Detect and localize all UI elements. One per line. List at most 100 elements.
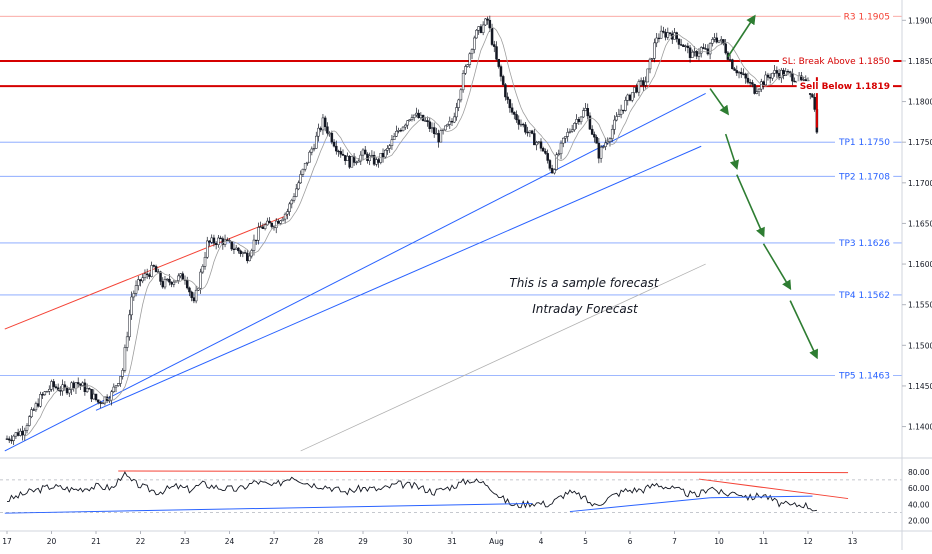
candle-body xyxy=(321,117,325,131)
candle-body xyxy=(488,19,492,29)
candle-body xyxy=(241,252,245,254)
candle-body xyxy=(753,84,756,94)
candle-body xyxy=(626,94,630,101)
candle-body xyxy=(773,70,776,74)
candle-body xyxy=(711,39,714,44)
candle-body xyxy=(159,271,162,282)
candle-body xyxy=(217,237,220,245)
candle-body xyxy=(201,265,205,273)
price-tick-label: 1.18500 xyxy=(908,57,932,66)
candle-body xyxy=(266,220,269,226)
candle-body xyxy=(50,381,53,390)
candle-body xyxy=(317,127,320,137)
candle-body xyxy=(261,226,265,229)
level-label: Sell Below 1.1819 xyxy=(800,82,890,92)
candle-body xyxy=(279,220,282,224)
candle-body xyxy=(226,239,229,241)
candle-body xyxy=(766,74,770,78)
price-tick-label: 1.18000 xyxy=(908,98,932,107)
candle-body xyxy=(130,296,133,316)
candle-body xyxy=(461,73,465,91)
candle-body xyxy=(742,73,745,75)
candle-body xyxy=(48,388,51,392)
candle-body xyxy=(63,384,67,388)
candle-body xyxy=(813,96,816,110)
candle-body xyxy=(744,73,747,79)
candle-body xyxy=(85,388,89,392)
level-label: SL: Break Above 1.1850 xyxy=(782,57,890,67)
forecast-arrow xyxy=(789,300,818,360)
candle-body xyxy=(804,79,808,82)
level-label-bg xyxy=(834,370,893,383)
candle-body xyxy=(775,70,779,74)
candle-body xyxy=(786,70,790,73)
candle-body xyxy=(417,112,420,119)
candle-body xyxy=(588,115,592,130)
candle-body xyxy=(292,196,296,201)
candle-body xyxy=(457,99,460,108)
candle-body xyxy=(346,155,349,161)
candle-body xyxy=(568,131,572,133)
level-label: R3 1.1905 xyxy=(844,12,890,22)
price-tick-label: 1.16000 xyxy=(908,260,932,269)
candle-body xyxy=(59,390,62,392)
candle-body xyxy=(628,94,632,101)
candle-body xyxy=(646,68,650,83)
candle-body xyxy=(190,291,193,298)
candle-body xyxy=(428,121,431,129)
candle-body xyxy=(248,255,251,262)
candle-body xyxy=(450,120,454,123)
rsi-pane[interactable] xyxy=(0,470,902,514)
candle-body xyxy=(468,53,472,65)
candle-body xyxy=(21,430,24,436)
candle-body xyxy=(259,226,262,228)
candles[interactable] xyxy=(5,15,819,445)
candle-body xyxy=(208,240,211,243)
candle-body xyxy=(746,77,750,83)
candle-body xyxy=(793,80,796,83)
candle-body xyxy=(194,289,198,302)
price-levels xyxy=(0,15,902,376)
candle-body xyxy=(54,386,58,389)
candle-body xyxy=(121,370,124,377)
candle-body xyxy=(791,72,794,82)
candle-body xyxy=(477,26,480,31)
candle-body xyxy=(475,29,478,39)
candle-body xyxy=(728,59,732,61)
candle-body xyxy=(299,174,302,184)
candle-body xyxy=(657,37,661,40)
level-label-bg xyxy=(796,81,893,94)
candle-body xyxy=(395,131,398,137)
candle-body xyxy=(526,131,529,134)
candle-body xyxy=(697,52,701,57)
time-tick-label: 7 xyxy=(672,537,677,546)
candle-body xyxy=(36,403,40,407)
rsi-trendline xyxy=(710,495,813,499)
candle-body xyxy=(39,394,42,407)
candle-body xyxy=(110,391,113,401)
candle-body xyxy=(68,389,71,394)
candle-body xyxy=(25,425,29,431)
candle-body xyxy=(232,248,236,251)
level-label-bg xyxy=(778,55,894,68)
candle-body xyxy=(399,130,403,132)
time-tick-label: 31 xyxy=(447,537,457,546)
candle-body xyxy=(642,80,645,86)
candle-body xyxy=(679,44,683,46)
candle-body xyxy=(517,119,520,125)
price-tick-label: 1.17500 xyxy=(908,138,932,147)
candle-body xyxy=(237,247,240,252)
candle-body xyxy=(366,153,369,161)
price-tick-label: 1.16500 xyxy=(908,219,932,228)
candle-body xyxy=(295,188,298,197)
candle-body xyxy=(470,49,474,55)
candle-body xyxy=(497,58,500,67)
candle-body xyxy=(419,114,423,119)
candle-body xyxy=(613,119,616,130)
candle-body xyxy=(341,153,345,156)
candle-body xyxy=(154,266,158,273)
trendline-support-2 xyxy=(95,145,702,411)
candle-body xyxy=(239,250,242,254)
intraday-forecast-note: Intraday Forecast xyxy=(532,302,639,316)
